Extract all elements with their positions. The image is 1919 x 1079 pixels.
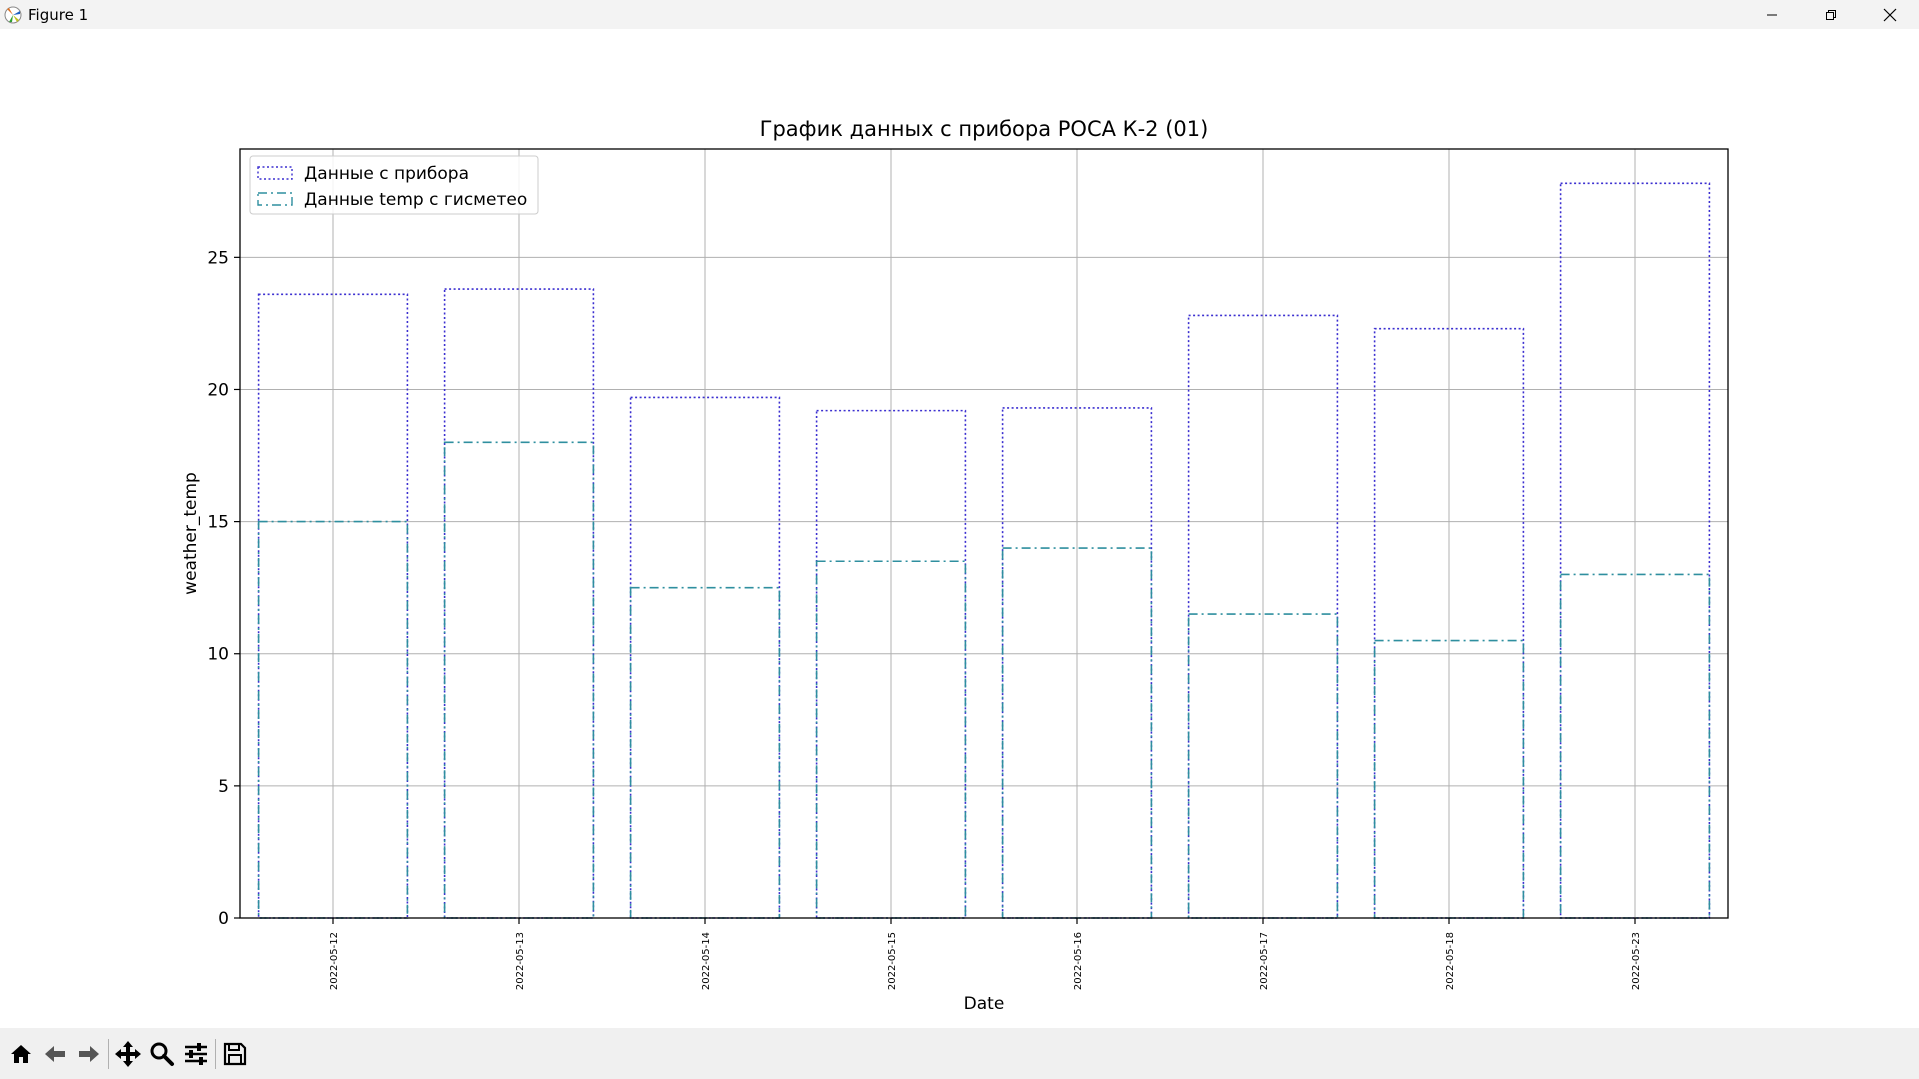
- y-tick-label: 5: [218, 777, 229, 797]
- forward-button[interactable]: [72, 1037, 106, 1071]
- minimize-icon: [1766, 14, 1777, 15]
- plot-canvas[interactable]: 0 5 10 15 20 25 2022-05-12 2022-05-13 2022-05-14…: [1, 29, 1918, 1027]
- back-button[interactable]: [38, 1037, 72, 1071]
- back-arrow-icon: [45, 1045, 65, 1062]
- zoom-button[interactable]: [145, 1037, 179, 1071]
- y-tick-label: 25: [207, 248, 229, 268]
- title-bar: Figure 1: [0, 0, 1919, 29]
- legend-label: Данные temp с гисметео: [304, 190, 527, 210]
- legend: Данные с прибора Данные temp с гисметео: [249, 155, 539, 215]
- close-button[interactable]: [1860, 0, 1919, 29]
- restore-icon: [1825, 9, 1836, 20]
- navigation-toolbar: [0, 1028, 1919, 1079]
- forward-arrow-icon: [79, 1045, 99, 1062]
- bars: [257, 182, 1711, 919]
- home-button[interactable]: [4, 1037, 38, 1071]
- bar-gismeteo: [257, 520, 409, 919]
- legend-swatch: [257, 166, 293, 180]
- y-tick-label: 0: [218, 909, 229, 929]
- save-button[interactable]: [218, 1037, 252, 1071]
- configure-subplots-icon: [185, 1042, 207, 1065]
- bar-gismeteo: [1559, 573, 1711, 919]
- x-tick-label: 2022-05-13: [515, 932, 526, 990]
- pan-button[interactable]: [111, 1037, 145, 1071]
- chart-svg: 0 5 10 15 20 25 2022-05-12 2022-05-13 2022-05-14…: [181, 117, 1729, 1014]
- x-tick-label: 2022-05-14: [701, 932, 712, 990]
- grid-lines: [240, 149, 1728, 919]
- toolbar-separator: [108, 1038, 109, 1069]
- y-tick-label: 10: [207, 645, 229, 665]
- x-tick-label: 2022-05-16: [1073, 932, 1084, 990]
- axis-ticks: 0 5 10 15 20 25 2022-05-12 2022-05-13 2022-05-14…: [207, 248, 1642, 990]
- legend-swatch: [257, 192, 293, 206]
- x-tick-label: 2022-05-18: [1445, 932, 1456, 990]
- bar-gismeteo: [815, 560, 967, 919]
- x-tick-label: 2022-05-12: [329, 932, 340, 990]
- pan-icon: [115, 1040, 141, 1067]
- matplotlib-app-icon: [3, 5, 23, 25]
- x-tick-label: 2022-05-23: [1631, 932, 1642, 990]
- home-icon: [11, 1044, 31, 1063]
- zoom-icon: [150, 1042, 174, 1066]
- save-icon: [223, 1042, 247, 1065]
- x-axis-label: Date: [964, 994, 1005, 1014]
- bar-device: [1559, 182, 1711, 919]
- y-tick-label: 20: [207, 380, 229, 400]
- bar-device: [1187, 314, 1339, 919]
- legend-box: [249, 155, 539, 215]
- toolbar-separator: [215, 1038, 216, 1069]
- x-tick-label: 2022-05-15: [887, 932, 898, 990]
- window-controls: [1742, 0, 1919, 29]
- chart-title: График данных с прибора РОСА К-2 (01): [760, 117, 1209, 141]
- configure-subplots-button[interactable]: [179, 1037, 213, 1071]
- window-title: Figure 1: [28, 5, 89, 24]
- axes-frame: [239, 148, 1729, 919]
- y-tick-label: 15: [207, 513, 229, 533]
- minimize-button[interactable]: [1742, 0, 1801, 29]
- bar-device: [1001, 407, 1153, 919]
- legend-label: Данные с прибора: [304, 164, 469, 184]
- x-tick-label: 2022-05-17: [1259, 932, 1270, 990]
- restore-button[interactable]: [1801, 0, 1860, 29]
- close-icon: [1883, 8, 1896, 21]
- y-axis-label: weather_temp: [181, 472, 201, 595]
